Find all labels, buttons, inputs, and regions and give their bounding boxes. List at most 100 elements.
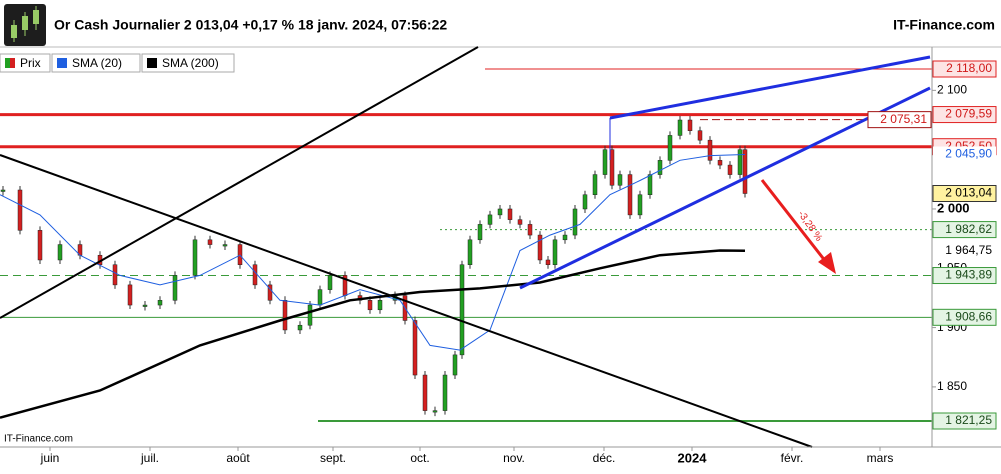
candle [742,149,748,194]
candle [707,139,713,161]
candle [282,300,288,331]
candle [647,174,653,195]
candle [697,130,703,141]
candle [627,174,633,216]
candle [157,300,163,306]
candle [517,219,523,225]
candle [592,174,598,195]
legend-label: Prix [20,56,41,70]
level-label: 1 943,89 [945,268,992,282]
x-tick-label: déc. [593,451,616,465]
chart-title: Or Cash Journalier 2 013,04 +0,17 % 18 j… [54,17,447,33]
candle [222,244,228,247]
candle [237,244,243,265]
last-value-box [933,242,996,259]
candle [317,289,323,306]
x-tick-label: août [226,451,250,465]
candle [572,208,578,236]
legend-swatch [57,58,67,68]
plot-area [0,68,932,422]
sma-line [0,154,746,351]
logo [4,4,46,46]
x-tick-label: oct. [410,451,429,465]
legend-swatch [10,58,15,68]
candle [487,214,493,225]
candle [37,230,43,261]
candle [552,239,558,265]
candle [687,119,693,131]
level-label: 1 908,66 [945,309,992,323]
candle [507,208,513,220]
legend-box [141,53,235,73]
level-label-box [932,106,997,124]
legend-swatch [5,58,10,68]
candle [602,149,608,175]
last-value-box [933,146,996,163]
candle [637,194,643,216]
candle [142,304,148,307]
candle [57,244,63,261]
candle [667,135,673,161]
candle [545,259,551,265]
x-tick-label: mars [867,451,894,465]
level-label: 1 982,62 [945,222,992,236]
candle [422,374,428,411]
x-tick-label: sept. [320,451,346,465]
candle [717,160,723,166]
y-tick-label: 1 850 [937,379,967,393]
candle [112,264,118,286]
candle [459,264,465,356]
candle [442,374,448,411]
candle [657,160,663,175]
candle [467,239,473,265]
candle [297,324,303,331]
x-tick-label: févr. [781,451,804,465]
last-value-label: 2 013,04 [945,186,992,200]
legend-box [51,53,141,73]
candle [582,194,588,210]
last-value-label: 1 964,75 [945,243,992,257]
y-tick-label: 2 100 [937,83,967,97]
candle [452,354,458,376]
candle [497,208,503,216]
legend: Prix SMA (20) SMA (200) [0,53,235,73]
candle [127,284,133,306]
candle [477,224,483,241]
candle [737,149,743,175]
candle [527,224,533,236]
candle [207,239,213,245]
legend-label: SMA (200) [162,56,219,70]
level-label: 2 118,00 [946,61,992,75]
candle [609,149,615,186]
x-tick-label: nov. [503,451,525,465]
candle [252,264,258,286]
candle [172,275,178,301]
last-value-box [932,185,997,203]
level-label-box [932,221,997,239]
level-label-box [867,111,932,129]
candle [562,234,568,241]
legend-swatch [147,58,157,68]
level-label-box [932,60,997,78]
level-label-box [932,267,997,285]
y-tick-label: 2 000 [937,200,970,215]
level-label: 2 075,31 [880,112,927,126]
level-label-box [932,308,997,326]
candle [0,189,6,192]
candle [17,189,23,231]
trend-lines [0,46,931,448]
x-tick-label: juil. [140,451,159,465]
candle [267,284,273,301]
candle [192,239,198,276]
x-tick-label: juin [40,451,60,465]
x-tick-label: 2024 [678,450,708,465]
candle [432,410,438,413]
candle [307,304,313,326]
last-value-label: 2 045,90 [945,147,992,161]
candle [727,164,733,175]
candle [327,275,333,290]
watermark: IT-Finance.com [4,434,73,445]
level-label-box [932,412,997,430]
